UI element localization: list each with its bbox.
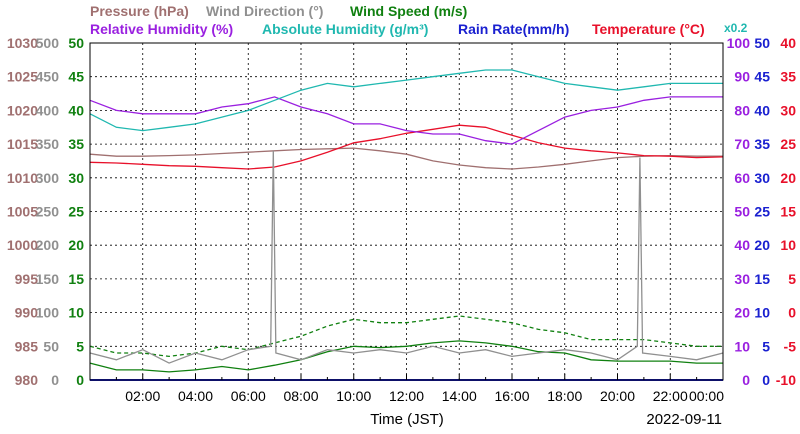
y-tick-label-temperature: 0 xyxy=(788,305,796,321)
y-tick-label-pressure: 1015 xyxy=(7,136,38,152)
y-tick-label-wind-speed: 45 xyxy=(68,69,84,85)
y-tick-label-rain-rate: 5 xyxy=(762,338,770,354)
x-tick-label: 20:00 xyxy=(600,388,635,404)
y-tick-label-humidity: 30 xyxy=(734,271,750,287)
legend-scale-note: x0.2 xyxy=(724,21,748,35)
y-tick-label-rain-rate: 20 xyxy=(754,237,770,253)
y-tick-label-temperature: 20 xyxy=(780,170,796,186)
x-tick-label: 02:00 xyxy=(125,388,160,404)
series-absolute-humidity-g-m xyxy=(89,69,723,132)
y-tick-label-wind-direction: 350 xyxy=(36,136,60,152)
y-tick-label-pressure: 1020 xyxy=(7,102,38,118)
x-tick-label: 06:00 xyxy=(231,388,266,404)
y-tick-label-rain-rate: 35 xyxy=(754,136,770,152)
y-tick-label-pressure: 995 xyxy=(15,271,39,287)
y-tick-label-humidity: 20 xyxy=(734,305,750,321)
y-tick-label-pressure: 1010 xyxy=(7,170,38,186)
legend-pressure: Pressure (hPa) xyxy=(90,3,189,19)
x-tick-label: 10:00 xyxy=(336,388,371,404)
y-tick-label-wind-direction: 250 xyxy=(36,204,60,220)
y-tick-label-temperature: 35 xyxy=(780,69,796,85)
y-tick-label-humidity: 10 xyxy=(734,338,750,354)
x-tick-label: 18:00 xyxy=(547,388,582,404)
y-tick-label-rain-rate: 25 xyxy=(754,204,770,220)
y-tick-label-temperature: 30 xyxy=(780,102,796,118)
series-wind-speed-m-s xyxy=(89,340,723,373)
y-tick-label-humidity: 90 xyxy=(734,69,750,85)
x-tick-label: 14:00 xyxy=(442,388,477,404)
y-tick-label-humidity: 50 xyxy=(734,204,750,220)
x-tick-label: 00:00 xyxy=(689,388,724,404)
legend-absolute-humidity: Absolute Humidity (g/m³) xyxy=(262,21,428,37)
series-relative-humidity xyxy=(89,96,723,145)
y-tick-label-temperature: 25 xyxy=(780,136,796,152)
y-tick-label-temperature: 5 xyxy=(788,271,796,287)
y-tick-label-temperature: 10 xyxy=(780,237,796,253)
plot-grid xyxy=(90,43,723,380)
y-tick-label-humidity: 40 xyxy=(734,237,750,253)
y-tick-label-wind-speed: 50 xyxy=(68,35,84,51)
x-tick-label: 22:00 xyxy=(653,388,688,404)
y-tick-label-humidity: 60 xyxy=(734,170,750,186)
series-temperature-c xyxy=(89,124,724,170)
y-tick-label-wind-direction: 200 xyxy=(36,237,60,253)
y-tick-label-pressure: 1025 xyxy=(7,69,38,85)
y-tick-label-rain-rate: 15 xyxy=(754,271,770,287)
series-wind-direction xyxy=(89,150,724,364)
y-tick-label-wind-direction: 450 xyxy=(36,69,60,85)
x-tick-label: 12:00 xyxy=(389,388,424,404)
y-tick-label-temperature: 15 xyxy=(780,204,796,220)
y-tick-label-rain-rate: 50 xyxy=(754,35,770,51)
y-tick-label-humidity: 0 xyxy=(742,372,750,388)
y-tick-label-pressure: 1030 xyxy=(7,35,38,51)
chart-date: 2022-09-11 xyxy=(646,411,722,428)
y-tick-label-wind-direction: 100 xyxy=(36,305,60,321)
y-tick-label-wind-speed: 15 xyxy=(68,271,84,287)
y-tick-label-wind-direction: 0 xyxy=(51,372,59,388)
y-axes: 1030102510201015101010051000995990985980… xyxy=(7,35,796,388)
y-tick-label-rain-rate: 30 xyxy=(754,170,770,186)
y-tick-label-pressure: 980 xyxy=(15,372,39,388)
y-tick-label-wind-direction: 500 xyxy=(36,35,60,51)
y-tick-label-pressure: 985 xyxy=(15,338,39,354)
y-tick-label-wind-direction: 150 xyxy=(36,271,60,287)
x-tick-label: 08:00 xyxy=(283,388,318,404)
y-tick-label-pressure: 1000 xyxy=(7,237,38,253)
x-tick-label: 16:00 xyxy=(494,388,529,404)
y-tick-label-wind-speed: 0 xyxy=(76,372,84,388)
x-tick-label: 04:00 xyxy=(178,388,213,404)
legend-temperature: Temperature (°C) xyxy=(592,21,705,37)
y-tick-label-wind-speed: 40 xyxy=(68,102,84,118)
y-tick-label-rain-rate: 45 xyxy=(754,69,770,85)
legend-rain-rate: Rain Rate(mm/h) xyxy=(458,21,569,37)
x-axis: 02:00 04:00 06:00 08:00 10:00 12:00 14:00 16:00… xyxy=(115,374,724,404)
y-tick-label-wind-speed: 25 xyxy=(68,204,84,220)
legend-relative-humidity: Relative Humidity (%) xyxy=(90,21,233,37)
x-axis-label: Time (JST) xyxy=(370,411,444,428)
y-tick-label-rain-rate: 40 xyxy=(754,102,770,118)
y-tick-label-humidity: 80 xyxy=(734,102,750,118)
y-tick-label-rain-rate: 0 xyxy=(762,372,770,388)
y-tick-label-temperature: 40 xyxy=(780,35,796,51)
y-tick-label-temperature: -5 xyxy=(784,338,797,354)
y-tick-label-humidity: 70 xyxy=(734,136,750,152)
y-tick-label-wind-speed: 35 xyxy=(68,136,84,152)
y-tick-label-wind-direction: 400 xyxy=(36,102,60,118)
y-tick-label-humidity: 100 xyxy=(727,35,751,51)
y-tick-label-wind-direction: 300 xyxy=(36,170,60,186)
y-tick-label-pressure: 1005 xyxy=(7,204,38,220)
y-tick-label-wind-speed: 5 xyxy=(76,338,84,354)
y-tick-label-rain-rate: 10 xyxy=(754,305,770,321)
y-tick-label-wind-speed: 30 xyxy=(68,170,84,186)
y-tick-label-temperature: -10 xyxy=(776,372,796,388)
series-pressure-hpa xyxy=(89,147,723,170)
y-tick-label-pressure: 990 xyxy=(15,305,39,321)
y-tick-label-wind-speed: 20 xyxy=(68,237,84,253)
legend-wind-direction: Wind Direction (°) xyxy=(206,3,323,19)
legend-wind-speed: Wind Speed (m/s) xyxy=(350,3,467,19)
y-tick-label-wind-direction: 50 xyxy=(43,338,59,354)
y-tick-label-wind-speed: 10 xyxy=(68,305,84,321)
